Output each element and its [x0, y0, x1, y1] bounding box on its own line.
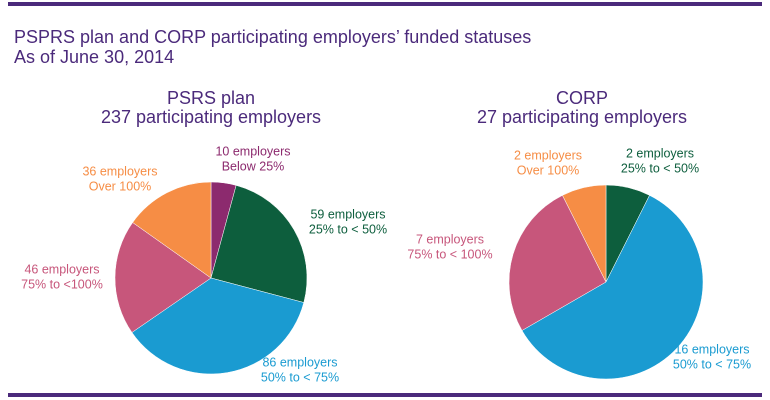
slice-category-label: 25% to < 50%	[621, 161, 699, 175]
pie-title: PSRS plan	[167, 88, 255, 108]
pie-slice	[132, 181, 212, 279]
slice-value-label: 16 employers	[674, 342, 749, 356]
pie-slice	[210, 185, 308, 303]
slice-value-label: 2 employers	[514, 148, 582, 162]
slice-value-label: 2 employers	[626, 146, 694, 160]
slice-category-label: 75% to < 100%	[407, 247, 492, 261]
slice-value-label: 7 employers	[416, 232, 484, 246]
slice-category-label: Over 100%	[517, 163, 580, 177]
pie-slice	[114, 222, 212, 333]
page-title: PSPRS plan and CORP participating employ…	[14, 27, 531, 47]
slice-category-label: Over 100%	[89, 179, 152, 193]
slice-value-label: 86 employers	[262, 355, 337, 369]
bottom-rule	[8, 393, 762, 397]
slice-value-label: 59 employers	[310, 207, 385, 221]
slice-category-label: 50% to < 75%	[261, 370, 339, 384]
slice-category-label: Below 25%	[222, 159, 285, 173]
pie-subtitle: 27 participating employers	[477, 107, 687, 127]
pie-slice	[521, 194, 704, 380]
top-rule	[8, 2, 762, 6]
pie-slice	[562, 184, 607, 283]
slice-value-label: 36 employers	[82, 164, 157, 178]
slice-category-label: 75% to <100%	[21, 277, 103, 291]
pie-title: CORP	[556, 88, 608, 108]
pie-subtitle: 237 participating employers	[101, 107, 321, 127]
slice-category-label: 50% to < 75%	[673, 357, 751, 371]
slice-value-label: 46 employers	[24, 262, 99, 276]
pie-slice	[508, 194, 607, 331]
slice-category-label: 25% to < 50%	[309, 222, 387, 236]
page-subtitle: As of June 30, 2014	[14, 47, 174, 67]
slice-value-label: 10 employers	[215, 144, 290, 158]
pie-slice	[131, 277, 305, 375]
